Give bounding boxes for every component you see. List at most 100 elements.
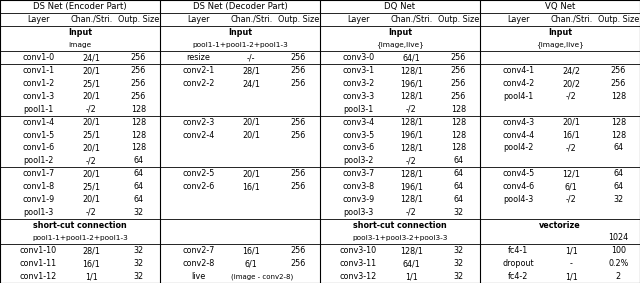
Text: conv2-8: conv2-8 [182,259,214,268]
Text: Layer: Layer [507,15,530,24]
Text: VQ Net: VQ Net [545,2,575,11]
Text: vectorize: vectorize [539,221,581,230]
Text: -/2: -/2 [406,156,417,165]
Text: conv1-3: conv1-3 [22,92,54,101]
Text: conv2-4: conv2-4 [182,130,214,140]
Text: 128/1: 128/1 [400,118,422,127]
Text: DQ Net: DQ Net [385,2,415,11]
Text: pool1-1: pool1-1 [23,105,54,114]
Text: 128/1: 128/1 [400,143,422,153]
Text: 256: 256 [451,66,466,75]
Text: 6/1: 6/1 [245,259,257,268]
Text: 24/2: 24/2 [562,66,580,75]
Text: 32: 32 [453,272,463,281]
Text: 20/1: 20/1 [83,66,100,75]
Text: 128: 128 [131,118,146,127]
Text: conv2-1: conv2-1 [182,66,214,75]
Text: 12/1: 12/1 [563,169,580,178]
Text: 196/1: 196/1 [400,182,422,191]
Text: 25/1: 25/1 [82,182,100,191]
Text: -/2: -/2 [86,208,97,217]
Text: 16/1: 16/1 [83,259,100,268]
Text: Input: Input [388,28,412,37]
Text: Outp. Size: Outp. Size [598,15,639,24]
Text: 64: 64 [453,195,463,204]
Text: 64: 64 [613,143,623,153]
Text: conv1-11: conv1-11 [20,259,57,268]
Text: -/2: -/2 [86,156,97,165]
Text: conv2-2: conv2-2 [182,79,214,88]
Text: conv3-5: conv3-5 [342,130,374,140]
Text: 20/1: 20/1 [243,130,260,140]
Text: conv3-3: conv3-3 [342,92,374,101]
Text: conv4-1: conv4-1 [502,66,534,75]
Text: 25/1: 25/1 [82,79,100,88]
Text: 24/1: 24/1 [83,53,100,62]
Text: Outp. Size: Outp. Size [438,15,479,24]
Text: -/2: -/2 [566,92,577,101]
Text: DS Net (Decoder Part): DS Net (Decoder Part) [193,2,287,11]
Text: 1/1: 1/1 [85,272,97,281]
Text: 128/1: 128/1 [400,195,422,204]
Text: 64: 64 [453,182,463,191]
Text: live: live [191,272,205,281]
Text: pool3-1+pool3-2+pool3-3: pool3-1+pool3-2+pool3-3 [352,235,448,241]
Text: pool3-3: pool3-3 [343,208,374,217]
Text: 128/1: 128/1 [400,66,422,75]
Text: conv1-8: conv1-8 [22,182,54,191]
Text: 32: 32 [133,246,143,255]
Text: short-cut connection: short-cut connection [33,221,127,230]
Text: 256: 256 [291,169,306,178]
Text: conv1-4: conv1-4 [22,118,54,127]
Text: 256: 256 [291,246,306,255]
Text: Layer: Layer [347,15,370,24]
Text: DS Net (Encoder Part): DS Net (Encoder Part) [33,2,127,11]
Text: conv3-8: conv3-8 [342,182,374,191]
Text: 256: 256 [131,53,146,62]
Text: 64: 64 [453,169,463,178]
Text: 20/1: 20/1 [83,169,100,178]
Text: 64: 64 [613,182,623,191]
Text: 256: 256 [291,118,306,127]
Text: -/2: -/2 [86,105,97,114]
Text: 256: 256 [291,130,306,140]
Text: 256: 256 [131,79,146,88]
Text: 64/1: 64/1 [403,53,420,62]
Text: 20/1: 20/1 [83,143,100,153]
Text: conv3-1: conv3-1 [342,66,374,75]
Text: Input: Input [68,28,92,37]
Text: -/2: -/2 [406,208,417,217]
Text: Chan./Stri.: Chan./Stri. [550,15,593,24]
Text: Outp. Size: Outp. Size [278,15,319,24]
Text: 64: 64 [133,182,143,191]
Text: conv3-7: conv3-7 [342,169,374,178]
Text: 28/1: 28/1 [243,66,260,75]
Text: 196/1: 196/1 [400,79,422,88]
Text: 64: 64 [133,169,143,178]
Text: 64: 64 [133,156,143,165]
Text: pool3-2: pool3-2 [343,156,374,165]
Text: conv4-2: conv4-2 [502,79,534,88]
Text: 196/1: 196/1 [400,130,422,140]
Text: 24/1: 24/1 [243,79,260,88]
Text: 128: 128 [451,143,466,153]
Text: 16/1: 16/1 [563,130,580,140]
Text: 256: 256 [451,92,466,101]
Text: 32: 32 [133,259,143,268]
Text: conv3-10: conv3-10 [340,246,377,255]
Text: 20/1: 20/1 [243,169,260,178]
Text: Input: Input [228,28,252,37]
Text: 128: 128 [611,118,626,127]
Text: conv3-4: conv3-4 [342,118,374,127]
Text: -/2: -/2 [566,195,577,204]
Text: 32: 32 [133,272,143,281]
Text: conv3-12: conv3-12 [340,272,377,281]
Text: -/2: -/2 [406,105,417,114]
Text: 2: 2 [616,272,621,281]
Text: conv3-2: conv3-2 [342,79,374,88]
Text: conv4-4: conv4-4 [502,130,534,140]
Text: resize: resize [186,53,211,62]
Text: 128: 128 [611,92,626,101]
Text: 256: 256 [131,66,146,75]
Text: 1/1: 1/1 [565,272,577,281]
